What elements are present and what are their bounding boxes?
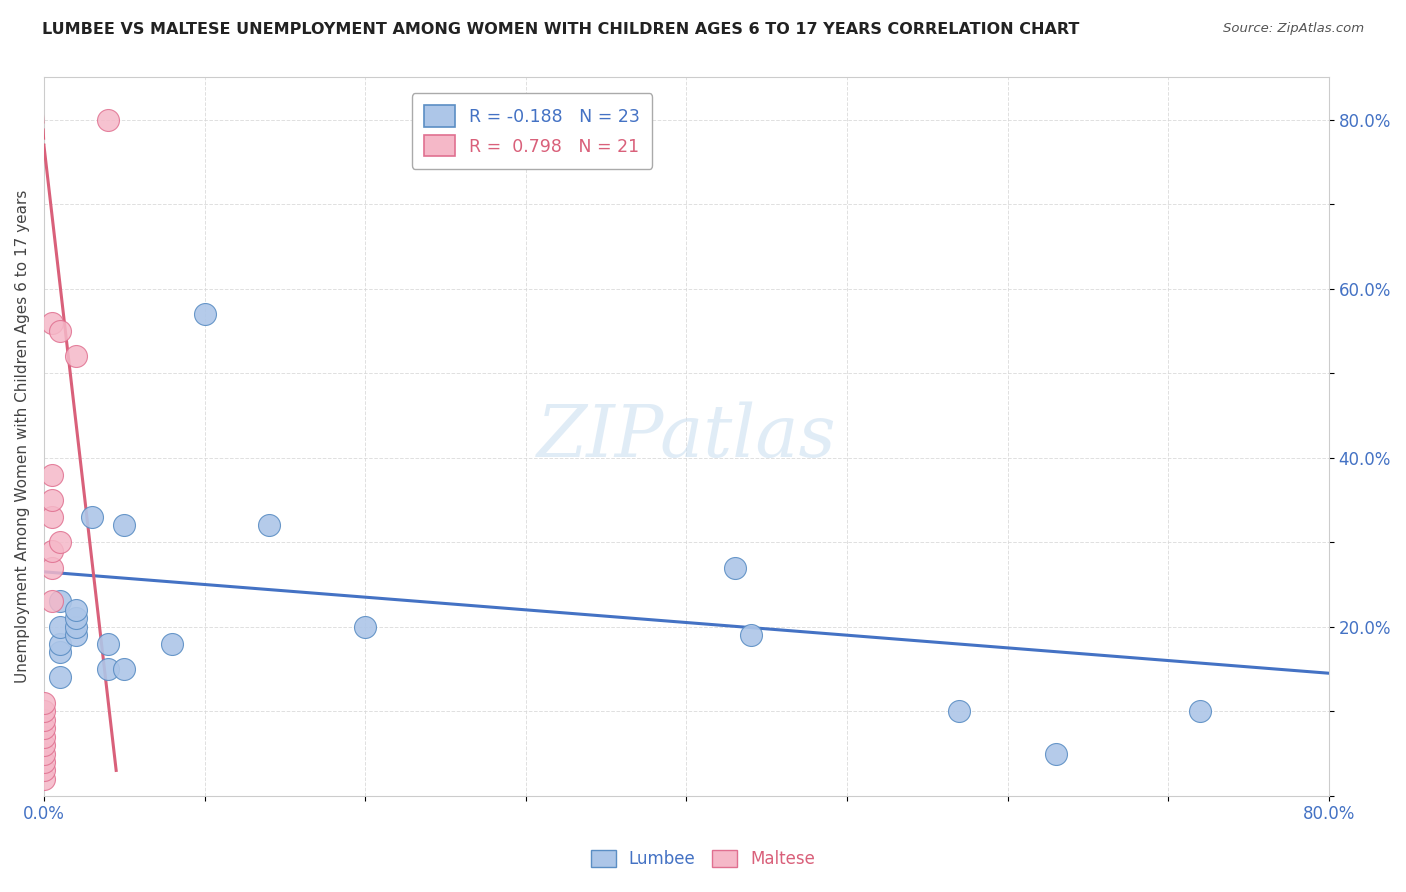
Point [49, 637, 72, 651]
Point [49, 535, 72, 549]
Point [948, 704, 970, 718]
Legend: Lumbee, Maltese: Lumbee, Maltese [583, 843, 823, 875]
Point [32, 704, 55, 718]
Point [65, 603, 87, 617]
Point [32, 713, 55, 727]
Point [32, 721, 55, 735]
Point [41, 543, 63, 558]
Point [41, 493, 63, 508]
Point [65, 628, 87, 642]
Point [49, 324, 72, 338]
Point [354, 620, 377, 634]
Point [32, 764, 55, 778]
Text: LUMBEE VS MALTESE UNEMPLOYMENT AMONG WOMEN WITH CHILDREN AGES 6 TO 17 YEARS CORR: LUMBEE VS MALTESE UNEMPLOYMENT AMONG WOM… [42, 22, 1080, 37]
Point [740, 628, 762, 642]
Point [112, 518, 135, 533]
Point [97, 662, 120, 676]
Point [49, 645, 72, 659]
Point [112, 662, 135, 676]
Point [97, 637, 120, 651]
Point [723, 560, 745, 574]
Point [49, 670, 72, 684]
Text: ZIPatlas: ZIPatlas [537, 401, 837, 472]
Point [32, 772, 55, 786]
Point [257, 518, 280, 533]
Point [49, 620, 72, 634]
Point [32, 696, 55, 710]
Point [32, 755, 55, 769]
Point [49, 594, 72, 608]
Point [32, 747, 55, 761]
Point [193, 307, 215, 321]
Point [1045, 747, 1067, 761]
Point [41, 509, 63, 524]
Point [41, 467, 63, 482]
Point [41, 594, 63, 608]
Point [41, 560, 63, 574]
Legend: R = -0.188   N = 23, R =  0.798   N = 21: R = -0.188 N = 23, R = 0.798 N = 21 [412, 94, 652, 169]
Point [65, 349, 87, 363]
Point [162, 637, 184, 651]
Point [80, 509, 103, 524]
Point [97, 112, 120, 127]
Point [65, 611, 87, 625]
Point [1189, 704, 1212, 718]
Point [32, 730, 55, 744]
Text: Source: ZipAtlas.com: Source: ZipAtlas.com [1223, 22, 1364, 36]
Point [32, 738, 55, 752]
Point [65, 620, 87, 634]
Point [41, 316, 63, 330]
Y-axis label: Unemployment Among Women with Children Ages 6 to 17 years: Unemployment Among Women with Children A… [15, 190, 30, 683]
